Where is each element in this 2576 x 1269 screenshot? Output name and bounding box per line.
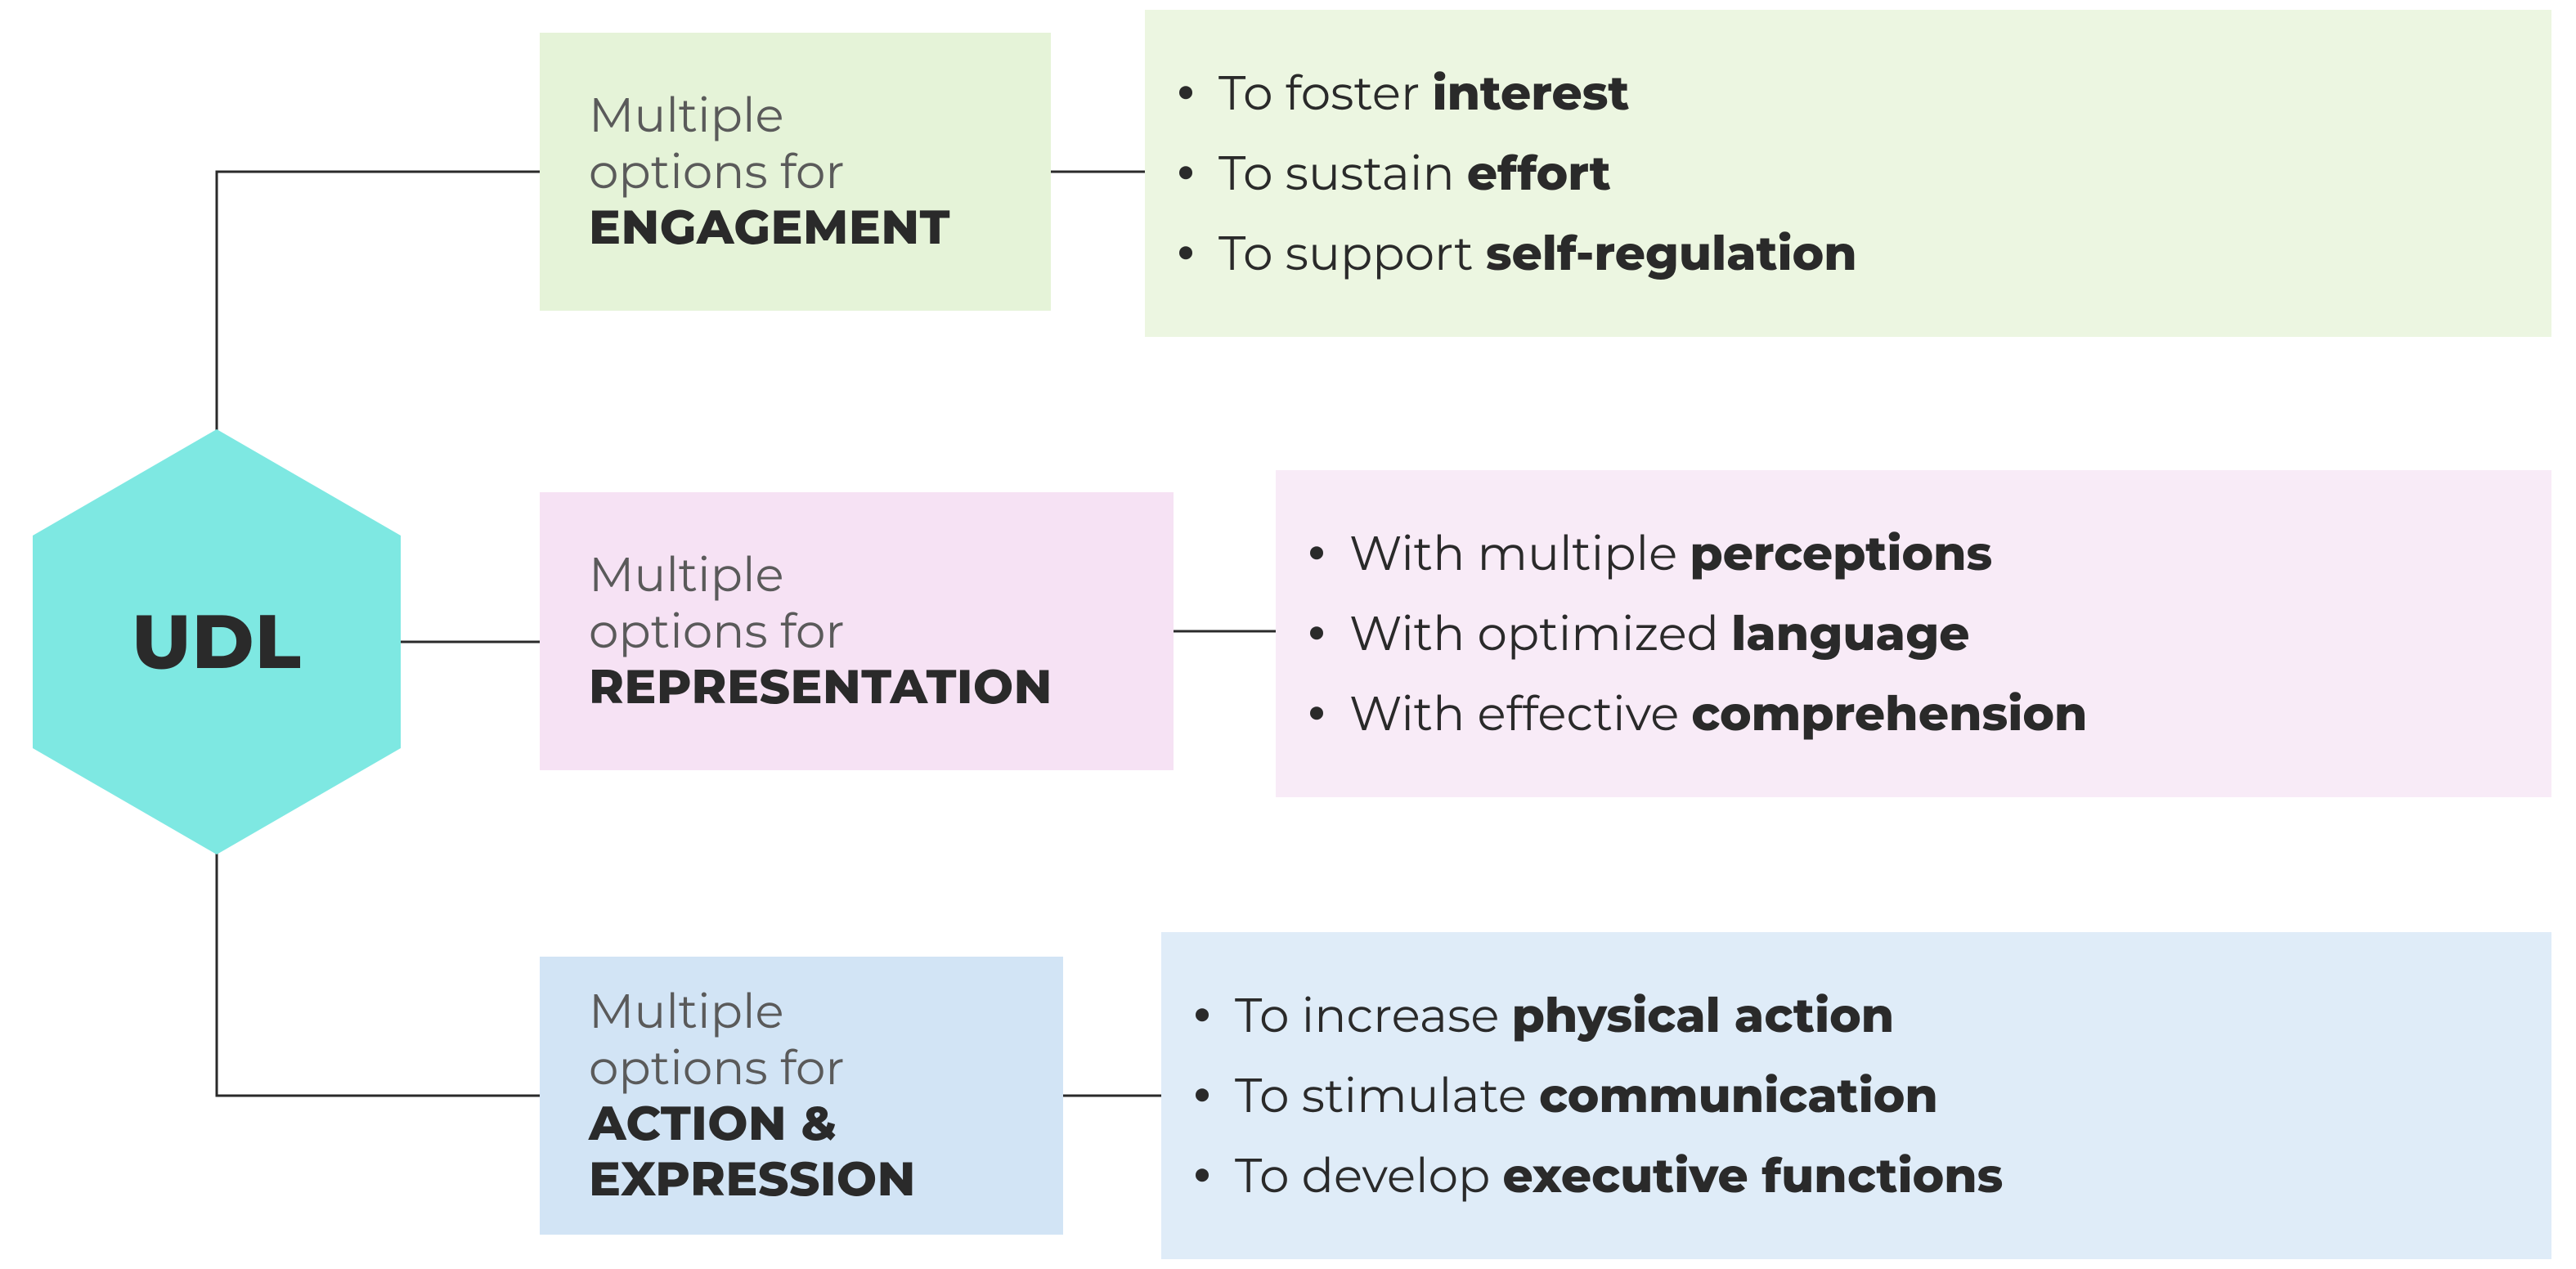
detail-item: To sustain effort — [1218, 147, 2527, 200]
detail-pre: With effective — [1349, 684, 1691, 742]
category-keyword: ACTION & EXPRESSION — [589, 1096, 1039, 1208]
detail-item: To stimulate communication — [1235, 1069, 2527, 1122]
category-line2: options for — [589, 603, 1149, 659]
detail-item: With multiple perceptions — [1349, 527, 2527, 580]
detail-pre: To stimulate — [1235, 1066, 1539, 1124]
category-keyword: REPRESENTATION — [589, 659, 1149, 715]
detail-item: With optimized language — [1349, 608, 2527, 660]
udl-diagram: UDLMultipleoptions forENGAGEMENTTo foste… — [0, 0, 2576, 1269]
detail-item: To foster interest — [1218, 67, 2527, 119]
detail-pre: To foster — [1218, 64, 1432, 122]
detail-pre: To develop — [1235, 1146, 1503, 1204]
category-line1: Multiple — [589, 984, 1039, 1039]
detail-item: With effective comprehension — [1349, 688, 2527, 740]
details-engagement: To foster interestTo sustain effortTo su… — [1145, 10, 2551, 337]
detail-pre: With optimized — [1349, 604, 1731, 662]
detail-bold: physical action — [1512, 986, 1895, 1044]
detail-bold: executive functions — [1503, 1146, 2004, 1204]
detail-bold: comprehension — [1691, 684, 2087, 742]
category-keyword: ENGAGEMENT — [589, 200, 1026, 255]
category-representation: Multipleoptions forREPRESENTATION — [540, 492, 1174, 770]
details-representation: With multiple perceptions With optimized … — [1276, 470, 2551, 797]
detail-item: To develop executive functions — [1235, 1150, 2527, 1202]
detail-bold: language — [1731, 604, 1969, 662]
detail-bold: interest — [1432, 64, 1629, 122]
detail-bold: communication — [1539, 1066, 1938, 1124]
category-action: Multipleoptions forACTION & EXPRESSION — [540, 957, 1063, 1235]
category-engagement: Multipleoptions forENGAGEMENT — [540, 33, 1051, 311]
detail-item: To support self-regulation — [1218, 227, 2527, 280]
detail-bold: effort — [1467, 144, 1611, 202]
detail-item: To increase physical action — [1235, 989, 2527, 1042]
detail-pre: With multiple — [1349, 524, 1690, 582]
category-line2: options for — [589, 144, 1026, 200]
details-action: To increase physical action To stimulate … — [1161, 932, 2551, 1259]
category-line1: Multiple — [589, 547, 1149, 603]
detail-bold: perceptions — [1690, 524, 1992, 582]
detail-pre: To increase — [1235, 986, 1512, 1044]
detail-bold: self-regulation — [1486, 224, 1857, 282]
root-hexagon: UDL — [33, 429, 401, 854]
detail-pre: To support — [1218, 224, 1486, 282]
category-line2: options for — [589, 1040, 1039, 1096]
root-label: UDL — [33, 429, 401, 854]
detail-pre: To sustain — [1218, 144, 1467, 202]
category-line1: Multiple — [589, 87, 1026, 143]
